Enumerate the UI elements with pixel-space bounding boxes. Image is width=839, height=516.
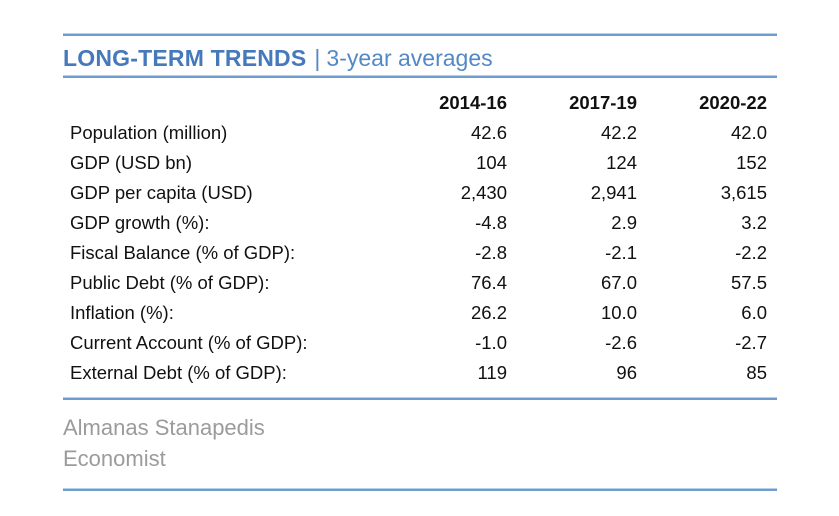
table-cell: 67.0	[600, 272, 637, 293]
bottom-rule-divider	[63, 488, 777, 491]
row-label: GDP growth (%):	[70, 212, 210, 233]
column-header-blank	[63, 88, 377, 118]
report-content: LONG-TERM TRENDS | 3-year averages 2014-16…	[63, 33, 777, 491]
table-cell: 119	[477, 362, 508, 383]
table-row-gdp: GDP (USD bn) 104 124 152	[63, 148, 767, 178]
row-label: Fiscal Balance (% of GDP):	[70, 242, 296, 263]
table-cell: 42.6	[470, 122, 507, 143]
author-block: Almanas Stanapedis Economist	[63, 412, 777, 474]
table-cell: 96	[616, 362, 637, 383]
table-cell: 3.2	[741, 212, 767, 233]
table-cell: -2.6	[605, 332, 637, 353]
table-cell: 10.0	[600, 302, 637, 323]
table-row-fiscal-balance: Fiscal Balance (% of GDP): -2.8 -2.1 -2.…	[63, 238, 767, 268]
table-row-external-debt: External Debt (% of GDP): 119 96 85	[63, 358, 767, 388]
table-row-gdp-per-capita: GDP per capita (USD) 2,430 2,941 3,615	[63, 178, 767, 208]
table-row-gdp-growth: GDP growth (%): -4.8 2.9 3.2	[63, 208, 767, 238]
top-rule-divider	[63, 33, 777, 36]
table-row-population: Population (million) 42.6 42.2 42.0	[63, 118, 767, 148]
title-separator: |	[314, 45, 321, 71]
table-cell: 2,430	[460, 182, 507, 203]
table-cell: -1.0	[475, 332, 507, 353]
table-cell: -2.7	[735, 332, 767, 353]
author-name: Almanas Stanapedis	[63, 415, 265, 440]
table-cell: 42.0	[730, 122, 767, 143]
table-cell: 26.2	[470, 302, 507, 323]
table-cell: -2.1	[605, 242, 637, 263]
table-cell: 124	[606, 152, 637, 173]
page-title: LONG-TERM TRENDS	[63, 45, 307, 71]
row-label: Public Debt (% of GDP):	[70, 272, 270, 293]
author-role: Economist	[63, 446, 166, 471]
row-label: Current Account (% of GDP):	[70, 332, 308, 353]
table-cell: 104	[476, 152, 507, 173]
table-cell: 6.0	[741, 302, 767, 323]
table-cell: 76.4	[470, 272, 507, 293]
table-cell: -2.2	[735, 242, 767, 263]
long-term-trends-table: 2014-16 2017-19 2020-22 Population (mill…	[63, 88, 767, 388]
table-bottom-rule-divider	[63, 397, 777, 400]
table-cell: -4.8	[475, 212, 507, 233]
table-row-inflation: Inflation (%): 26.2 10.0 6.0	[63, 298, 767, 328]
table-cell: 3,615	[720, 182, 767, 203]
table-cell: 57.5	[730, 272, 767, 293]
row-label: GDP (USD bn)	[70, 152, 192, 173]
row-label: External Debt (% of GDP):	[70, 362, 287, 383]
row-label: Inflation (%):	[70, 302, 174, 323]
column-header-2014-16: 2014-16	[439, 92, 507, 113]
table-cell: 152	[736, 152, 767, 173]
section-header: LONG-TERM TRENDS | 3-year averages	[63, 41, 777, 75]
page-subtitle: 3-year averages	[326, 45, 493, 71]
row-label: GDP per capita (USD)	[70, 182, 253, 203]
table-header-row: 2014-16 2017-19 2020-22	[63, 88, 767, 118]
table-row-current-account: Current Account (% of GDP): -1.0 -2.6 -2…	[63, 328, 767, 358]
table-cell: 85	[746, 362, 767, 383]
table-cell: 2.9	[611, 212, 637, 233]
header-rule-divider	[63, 75, 777, 78]
table-cell: 2,941	[590, 182, 637, 203]
column-header-2017-19: 2017-19	[569, 92, 637, 113]
table-cell: -2.8	[475, 242, 507, 263]
table-row-public-debt: Public Debt (% of GDP): 76.4 67.0 57.5	[63, 268, 767, 298]
table-cell: 42.2	[600, 122, 637, 143]
row-label: Population (million)	[70, 122, 228, 143]
column-header-2020-22: 2020-22	[699, 92, 767, 113]
